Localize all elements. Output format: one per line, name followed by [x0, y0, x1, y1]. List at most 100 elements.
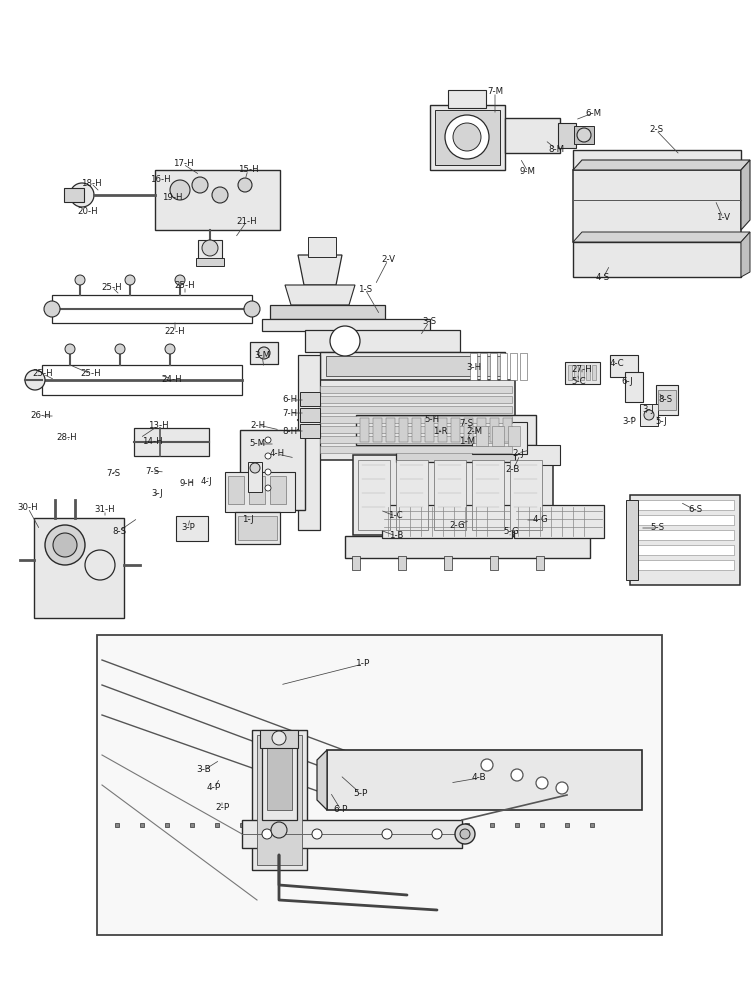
Text: 1-M: 1-M	[459, 438, 475, 446]
Bar	[492, 426, 504, 446]
Text: 2-S: 2-S	[649, 125, 663, 134]
Polygon shape	[573, 232, 750, 242]
Bar	[464, 418, 473, 442]
Bar	[515, 445, 560, 465]
Bar	[444, 556, 452, 570]
Text: 25-H: 25-H	[32, 369, 53, 378]
Text: 3-M: 3-M	[254, 351, 270, 360]
Bar	[586, 365, 590, 380]
Bar	[396, 450, 551, 462]
Bar	[235, 512, 280, 544]
Bar	[42, 365, 242, 395]
Bar	[451, 418, 460, 442]
Bar	[520, 353, 527, 380]
Circle shape	[53, 533, 77, 557]
Text: 2-M: 2-M	[466, 428, 482, 436]
Bar	[503, 418, 512, 442]
Bar	[565, 362, 600, 384]
Circle shape	[265, 437, 271, 443]
Bar	[435, 110, 500, 165]
Bar	[480, 353, 487, 380]
Bar	[636, 545, 734, 555]
Text: 7-S: 7-S	[145, 466, 159, 476]
Circle shape	[125, 275, 135, 285]
Text: 5-M: 5-M	[249, 440, 265, 448]
Text: 27-H: 27-H	[572, 365, 593, 374]
Bar	[52, 295, 252, 323]
Circle shape	[70, 183, 94, 207]
Bar	[248, 462, 262, 492]
Bar	[242, 820, 462, 848]
Circle shape	[511, 769, 523, 781]
Circle shape	[271, 822, 287, 838]
Bar	[64, 188, 84, 202]
Text: 1-P: 1-P	[356, 660, 370, 668]
Circle shape	[202, 240, 218, 256]
Bar	[508, 426, 520, 446]
Text: 19-H: 19-H	[162, 192, 182, 202]
Bar	[438, 418, 447, 442]
Bar	[238, 516, 277, 540]
Text: 5-C: 5-C	[572, 376, 587, 385]
Bar	[536, 556, 544, 570]
Text: 2-H: 2-H	[250, 420, 265, 430]
Circle shape	[481, 759, 493, 771]
Circle shape	[175, 275, 185, 285]
Bar	[320, 436, 512, 443]
Bar	[592, 365, 596, 380]
Bar	[356, 415, 536, 445]
Circle shape	[75, 275, 85, 285]
Bar	[574, 126, 594, 144]
Bar	[630, 495, 740, 585]
Text: 4-P: 4-P	[207, 784, 221, 792]
Bar	[260, 730, 298, 748]
Bar	[476, 426, 488, 446]
Text: 25-H: 25-H	[174, 282, 196, 290]
Bar	[327, 750, 642, 810]
Text: 3-J: 3-J	[151, 489, 163, 498]
Bar	[300, 408, 320, 422]
Circle shape	[460, 829, 470, 839]
Text: 2-G: 2-G	[449, 522, 465, 530]
Text: 3-H: 3-H	[466, 362, 481, 371]
Text: 3-P: 3-P	[622, 416, 636, 426]
Text: 26-H: 26-H	[31, 412, 51, 420]
Bar	[580, 365, 584, 380]
Text: 4-J: 4-J	[200, 477, 212, 486]
Bar	[262, 740, 297, 820]
Circle shape	[258, 347, 270, 359]
Bar	[505, 118, 560, 153]
Text: 7-M: 7-M	[487, 88, 503, 97]
Bar	[472, 460, 504, 530]
Text: 22-H: 22-H	[165, 328, 185, 336]
Bar	[510, 460, 542, 530]
Text: 4-C: 4-C	[610, 360, 624, 368]
Circle shape	[644, 410, 654, 420]
Bar	[399, 418, 408, 442]
Bar	[345, 536, 590, 558]
Bar	[472, 422, 527, 454]
Bar	[640, 404, 658, 426]
Bar	[308, 237, 336, 257]
Bar	[198, 240, 222, 260]
Bar	[305, 330, 460, 352]
Circle shape	[85, 550, 115, 580]
Text: 17-H: 17-H	[173, 159, 193, 168]
Circle shape	[262, 829, 272, 839]
Text: 14-H: 14-H	[141, 436, 162, 446]
Bar	[353, 455, 553, 535]
Text: 28-H: 28-H	[56, 432, 77, 442]
Bar	[300, 392, 320, 406]
Circle shape	[577, 128, 591, 142]
Text: 5-S: 5-S	[650, 524, 664, 532]
Bar	[470, 353, 477, 380]
Text: 6-J: 6-J	[621, 376, 633, 385]
Bar	[134, 428, 209, 456]
Text: 30-H: 30-H	[18, 504, 38, 512]
Circle shape	[265, 469, 271, 475]
Circle shape	[330, 326, 360, 356]
Bar	[636, 515, 734, 525]
Text: 8-M: 8-M	[548, 144, 564, 153]
Text: 8-S: 8-S	[112, 526, 126, 536]
Bar	[320, 406, 512, 413]
